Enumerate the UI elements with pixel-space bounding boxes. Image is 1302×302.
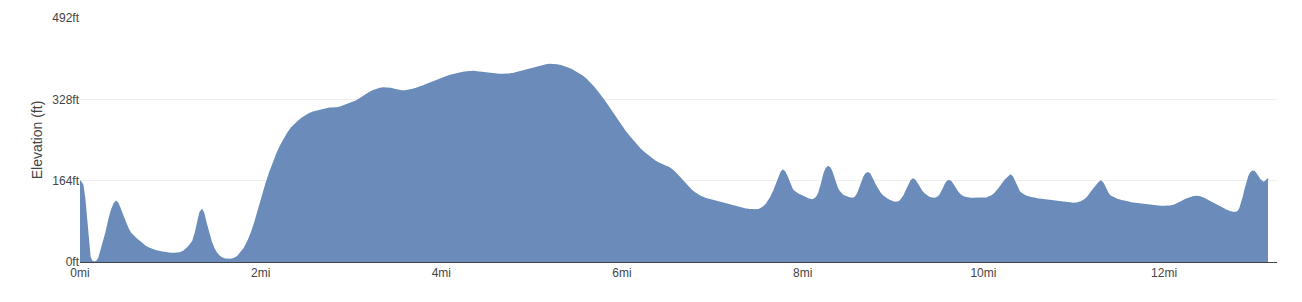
svg-text:12mi: 12mi [1151,266,1177,280]
svg-text:4mi: 4mi [432,266,451,280]
svg-text:10mi: 10mi [970,266,996,280]
svg-text:2mi: 2mi [251,266,270,280]
svg-text:0ft: 0ft [66,255,80,269]
svg-text:8mi: 8mi [793,266,812,280]
svg-text:Elevation (ft): Elevation (ft) [29,101,45,180]
svg-text:6mi: 6mi [612,266,631,280]
svg-text:492ft: 492ft [52,11,79,25]
svg-text:328ft: 328ft [52,93,79,107]
svg-text:0mi: 0mi [70,266,89,280]
svg-text:164ft: 164ft [52,174,79,188]
